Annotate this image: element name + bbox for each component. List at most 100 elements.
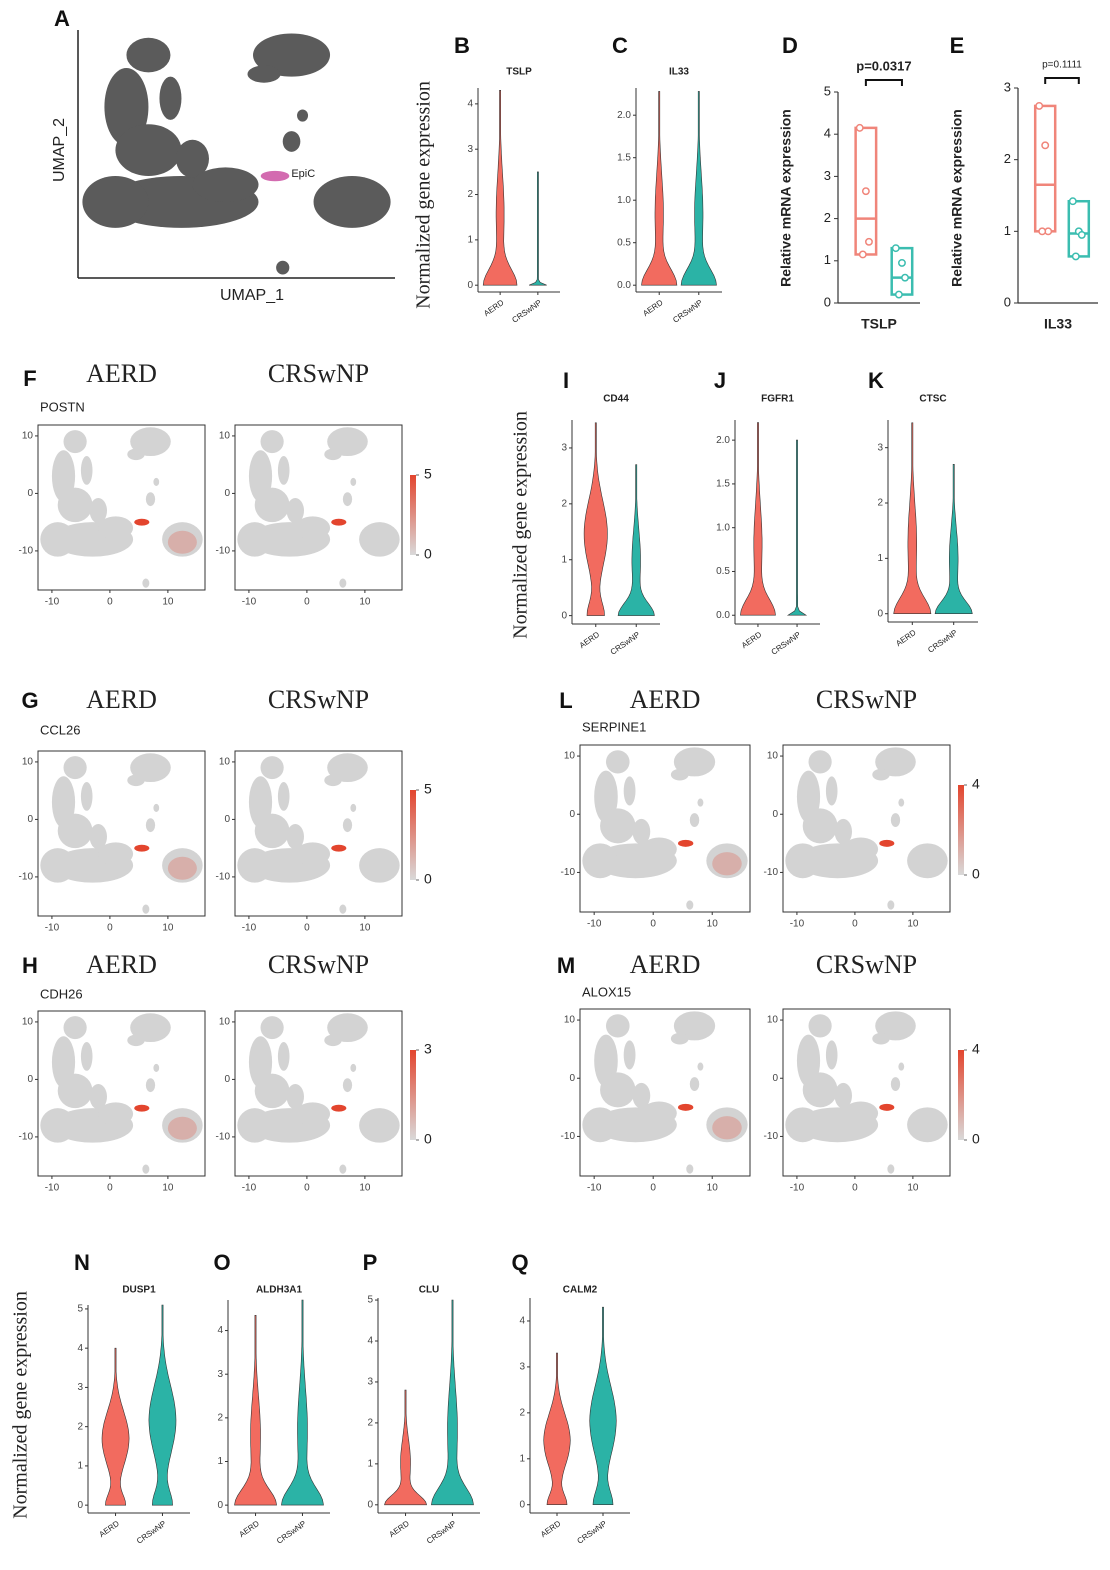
x-tick-label: 10: [359, 923, 371, 934]
x-tick-label: 10: [707, 1183, 719, 1194]
y-tick-label: 0: [519, 1499, 525, 1510]
x-tick-label: -10: [45, 923, 60, 934]
highlight-cluster: [677, 839, 694, 847]
panel-letter: P: [363, 1250, 378, 1275]
y-tick-label: 2: [467, 189, 473, 200]
y-axis-label: UMAP_2: [51, 118, 68, 182]
data-point: [855, 123, 864, 132]
y-axis-label: Normalized gene expression: [510, 411, 532, 639]
panel-letter: C: [612, 33, 628, 58]
y-axis-label: Relative mRNA expression: [778, 109, 794, 287]
cell-cluster: [670, 1032, 689, 1045]
cell-cluster: [297, 109, 309, 122]
y-tick-label: 3: [467, 144, 473, 155]
data-point: [1041, 141, 1050, 150]
cell-cluster: [98, 1102, 134, 1126]
y-tick-label: 1: [519, 1453, 525, 1464]
cell-cluster: [40, 522, 76, 557]
y-tick-label: 3: [1004, 79, 1011, 94]
cell-cluster: [689, 813, 700, 828]
cell-cluster: [98, 842, 134, 866]
panel-letter: F: [23, 366, 36, 391]
violin-title: TSLP: [506, 67, 532, 78]
cell-cluster: [175, 139, 209, 178]
cell-cluster: [623, 1040, 636, 1070]
y-tick-label: 1: [77, 1461, 83, 1472]
panel-letter: D: [782, 33, 798, 58]
cell-cluster: [898, 1062, 905, 1071]
cell-cluster: [286, 824, 305, 850]
cell-cluster: [115, 124, 182, 177]
y-tick-label: 4: [467, 99, 473, 110]
y-tick-label: 2: [367, 1418, 373, 1429]
violin: [934, 464, 973, 614]
cell-cluster: [350, 803, 357, 812]
cell-cluster: [706, 1107, 748, 1143]
cell-cluster: [63, 430, 87, 454]
y-tick-label: 1: [1004, 223, 1011, 238]
highlight-cluster: [331, 518, 347, 526]
x-tick-label: 10: [162, 923, 174, 934]
y-tick-label: 0: [224, 814, 230, 825]
x-tick-label: -10: [45, 1183, 60, 1194]
panel-letter: I: [563, 368, 569, 393]
condition-header: AERD: [630, 685, 701, 714]
colorbar: [958, 785, 964, 875]
violin: [148, 1304, 177, 1506]
highlight-cluster: [260, 170, 290, 182]
cell-cluster: [192, 167, 259, 202]
cell-cluster: [162, 848, 203, 883]
cell-cluster: [875, 747, 916, 777]
y-tick-label: 0.0: [716, 610, 730, 621]
cell-cluster: [582, 843, 618, 879]
cell-cluster: [276, 260, 290, 275]
highlight-cluster: [331, 1104, 347, 1112]
y-tick-label: 0: [224, 1074, 230, 1085]
cell-cluster: [286, 498, 305, 524]
colorbar: [410, 475, 416, 555]
cell-cluster: [342, 492, 353, 507]
y-axis-label: Relative mRNA expression: [949, 109, 965, 287]
cell-cluster: [89, 1084, 108, 1110]
cell-cluster: [295, 842, 331, 866]
y-tick-label: 4: [519, 1316, 525, 1327]
cell-cluster: [686, 1164, 694, 1174]
data-point: [898, 258, 906, 267]
y-tick-label: -10: [764, 867, 779, 878]
y-tick-label: 4: [824, 126, 831, 141]
violin: [431, 1299, 474, 1506]
y-tick-label: 2: [1004, 151, 1011, 166]
cell-cluster: [253, 33, 331, 77]
y-tick-label: 0: [27, 814, 33, 825]
violin: [641, 91, 678, 286]
y-tick-label: 3: [561, 443, 567, 454]
y-tick-label: 0: [561, 610, 567, 621]
cell-cluster: [40, 848, 76, 883]
x-axis-label: TSLP: [861, 316, 897, 332]
y-tick-label: 2: [877, 498, 883, 509]
feature-plot: [582, 1011, 748, 1174]
cell-cluster: [237, 848, 273, 883]
y-tick-label: 0: [224, 488, 230, 499]
condition-header: AERD: [86, 685, 157, 714]
cell-cluster: [277, 782, 290, 811]
cell-cluster: [342, 818, 353, 833]
plot-frame: [234, 424, 403, 591]
y-tick-label: 0.5: [716, 566, 730, 577]
cell-cluster: [145, 1078, 156, 1093]
violin: [589, 1306, 617, 1505]
colorbar-label: 5: [424, 781, 432, 797]
cell-cluster: [339, 578, 347, 588]
cell-cluster: [127, 1034, 145, 1047]
y-tick-label: -10: [561, 867, 576, 878]
cell-cluster: [153, 477, 160, 486]
cell-cluster: [89, 498, 108, 524]
cell-cluster: [785, 843, 821, 879]
y-tick-label: 0: [772, 1073, 778, 1084]
cell-cluster: [286, 1084, 305, 1110]
cell-cluster: [237, 522, 273, 557]
y-tick-label: 10: [22, 757, 34, 768]
condition-header: AERD: [630, 950, 701, 979]
data-point: [865, 237, 873, 246]
cell-cluster: [277, 456, 290, 485]
